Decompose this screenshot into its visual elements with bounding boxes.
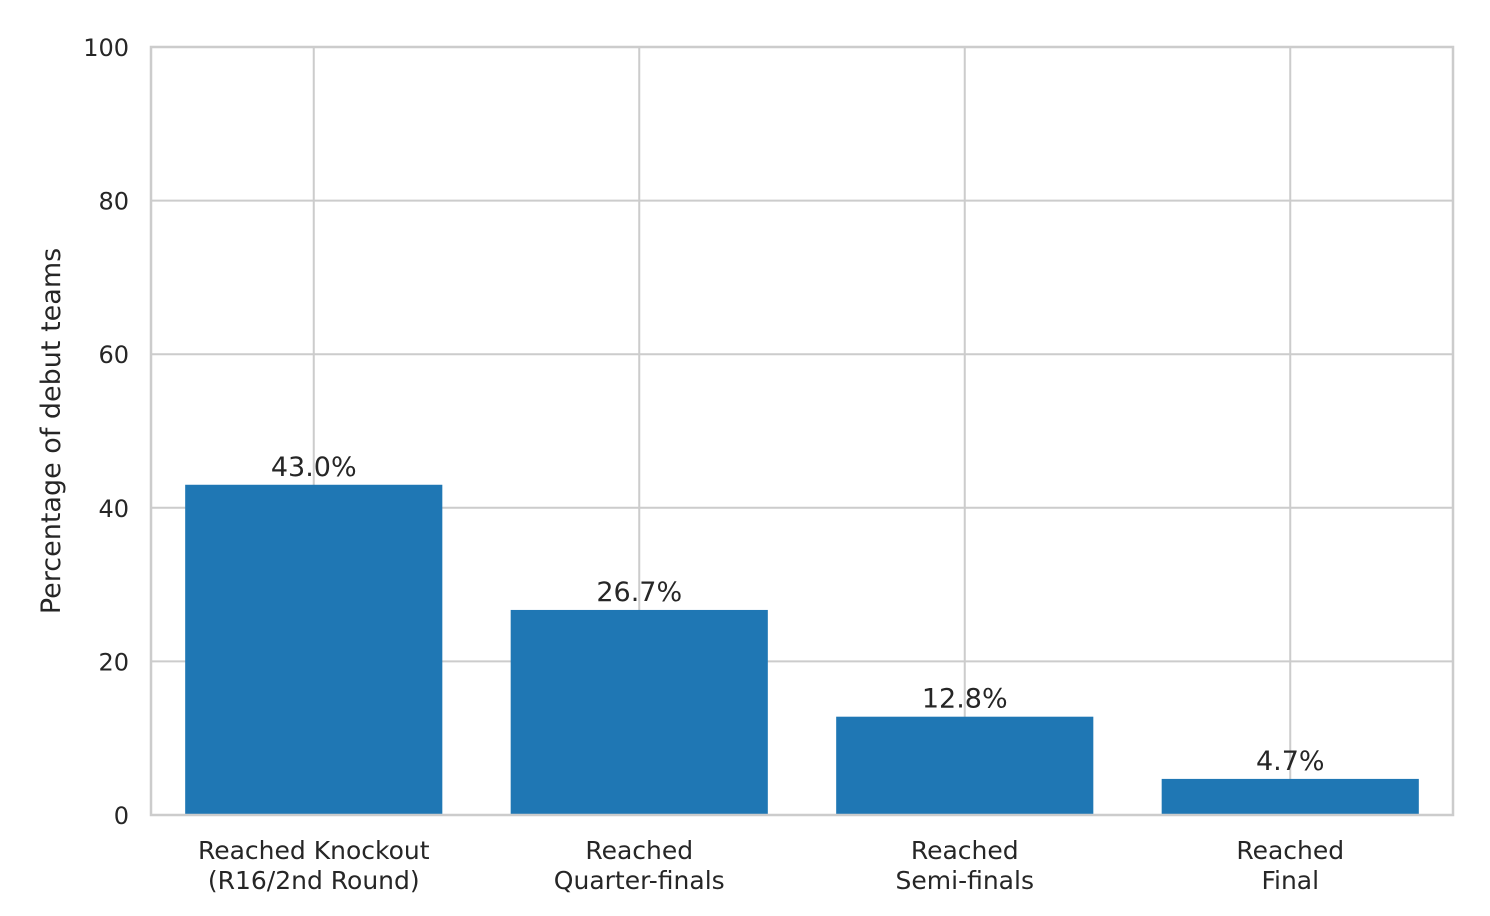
bar-value-label: 4.7%: [1256, 746, 1325, 777]
y-tick-label: 60: [98, 341, 129, 369]
bar: [836, 716, 1094, 815]
bar-value-label: 43.0%: [271, 452, 357, 483]
bars: [185, 484, 1419, 815]
x-tick-label: Reached Final: [1236, 836, 1344, 895]
x-axis-ticks: Reached Knockout (R16/2nd Round) Reached Qu…: [198, 836, 1344, 895]
x-tick-label: Reached Semi-finals: [896, 836, 1034, 895]
x-tick-label: Reached Quarter-finals: [554, 836, 725, 895]
bar-value-label: 12.8%: [922, 684, 1008, 715]
y-axis-ticks: 0 20 40 60 80 100: [83, 34, 129, 830]
y-axis-label: Percentage of debut teams: [36, 248, 67, 614]
bar: [185, 484, 443, 815]
bar: [510, 609, 768, 815]
x-tick-label: Reached Knockout (R16/2nd Round): [198, 836, 430, 895]
data-labels: 43.0% 26.7% 12.8% 4.7%: [271, 452, 1325, 777]
y-tick-label: 0: [114, 802, 129, 830]
bar: [1161, 778, 1419, 815]
y-tick-label: 100: [83, 34, 129, 62]
y-tick-label: 40: [98, 495, 129, 523]
y-tick-label: 20: [98, 648, 129, 676]
y-tick-label: 80: [98, 188, 129, 216]
plot-frame: [149, 45, 1455, 817]
bar-value-label: 26.7%: [596, 577, 682, 608]
